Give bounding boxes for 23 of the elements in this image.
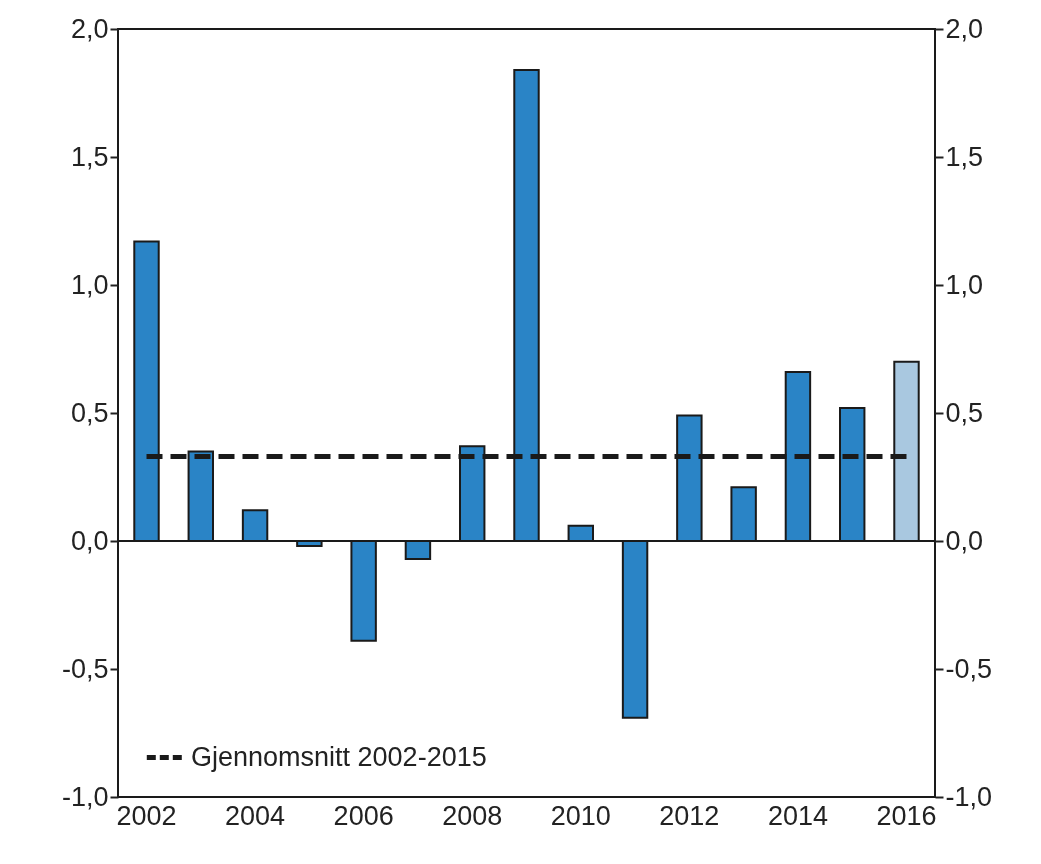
x-tick-label: 2016 [876,800,937,831]
y2-tick-label: 1,5 [945,141,984,172]
y-tick-label: 0,0 [70,525,109,556]
x-tick-label: 2006 [333,800,394,831]
y-tick-label: -0,5 [61,653,109,684]
y2-tick-label: 0,0 [945,525,984,556]
y-tick-label: 1,5 [70,141,109,172]
x-tick-label: 2002 [116,800,177,831]
y2-tick-label: 1,0 [945,269,984,300]
x-tick-label: 2010 [550,800,611,831]
y-tick-label: 0,5 [70,397,109,428]
y2-tick-label: 0,5 [945,397,984,428]
y-tick-label: 1,0 [70,269,109,300]
y2-tick-label: -0,5 [945,653,993,684]
y-tick-label: 2,0 [70,13,109,44]
y2-tick-label: -1,0 [945,781,993,812]
y2-tick-label: 2,0 [945,13,984,44]
x-tick-label: 2008 [442,800,503,831]
x-tick-label: 2012 [659,800,720,831]
x-tick-label: 2014 [767,800,828,831]
y-tick-label: -1,0 [61,781,109,812]
legend-label: Gjennomsnitt 2002-2015 [191,741,487,772]
x-tick-label: 2004 [225,800,286,831]
